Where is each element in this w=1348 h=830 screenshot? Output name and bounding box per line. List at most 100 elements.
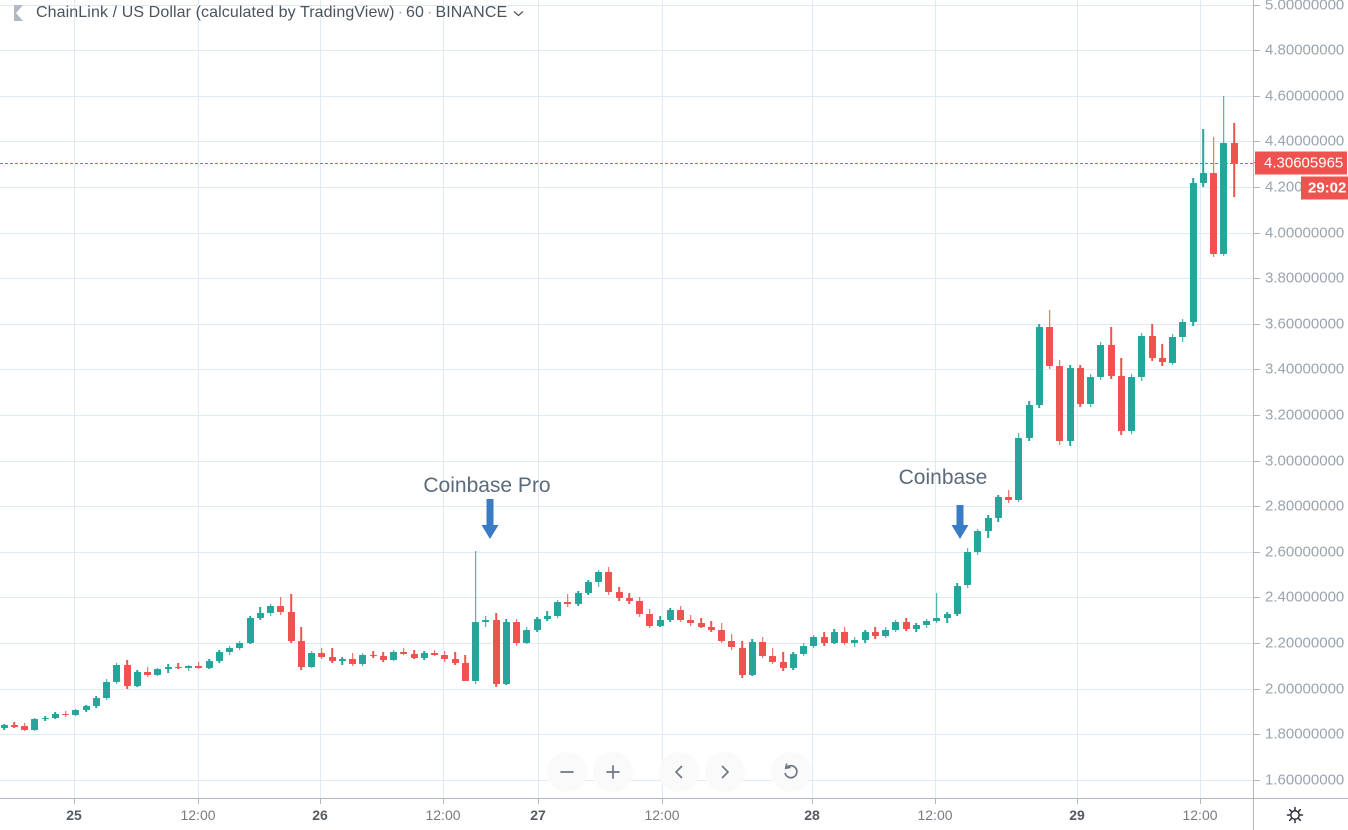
candlestick	[82, 704, 90, 712]
price-axis-label: 3.80000000	[1265, 269, 1345, 287]
price-axis-tick	[1254, 5, 1260, 6]
candlestick	[820, 632, 828, 646]
axis-corner-divider	[1253, 799, 1254, 830]
chart-plot-area[interactable]	[0, 0, 1253, 798]
time-axis[interactable]: 25 12:00 26 12:00 27 12:00 28 12:00 29 12:00	[0, 798, 1348, 830]
candle-body	[677, 609, 684, 620]
candlestick	[1148, 323, 1156, 361]
time-axis-label-date: 25	[66, 807, 82, 823]
candlestick	[994, 494, 1002, 523]
candle-body	[461, 662, 469, 681]
price-axis[interactable]: 5.00000000 4.80000000 4.60000000 4.40000000…	[1253, 0, 1348, 798]
candlestick	[103, 679, 110, 700]
candlestick	[574, 590, 582, 607]
candle-body	[543, 615, 551, 619]
price-axis-tick	[1254, 506, 1260, 507]
candlestick	[1097, 342, 1105, 381]
minus-icon	[560, 771, 574, 773]
reset-chart-button[interactable]	[771, 752, 811, 792]
price-axis-tick	[1254, 278, 1260, 279]
candle-body	[841, 631, 848, 643]
symbol-description: ChainLink / US Dollar (calculated by Tra…	[36, 4, 395, 21]
candlestick	[1199, 128, 1207, 187]
price-axis-tick	[1254, 324, 1260, 325]
candle-body	[851, 640, 859, 643]
chevron-down-icon[interactable]	[513, 10, 524, 17]
grid-line-vertical	[538, 0, 539, 798]
chart-legend[interactable]: ChainLink / US Dollar (calculated by Tra…	[0, 0, 524, 26]
grid-line-horizontal	[0, 96, 1253, 97]
price-axis-label: 2.20000000	[1265, 634, 1345, 652]
candle-body	[246, 617, 254, 643]
candle-body	[62, 713, 69, 716]
candle-body	[267, 606, 274, 614]
current-price-tag[interactable]: 4.30605965	[1255, 151, 1348, 175]
grid-line-horizontal	[0, 552, 1253, 553]
candle-body	[1046, 326, 1053, 367]
candle-body	[584, 581, 592, 593]
candlestick	[769, 647, 777, 665]
candle-body	[185, 666, 192, 669]
grid-line-horizontal	[0, 506, 1253, 507]
candle-wick	[935, 592, 938, 623]
tradingview-logo-icon	[14, 5, 23, 21]
candle-body	[994, 497, 1002, 519]
candle-wick	[1007, 489, 1010, 503]
grid-line-horizontal	[0, 369, 1253, 370]
price-axis-tick	[1254, 187, 1260, 188]
candlestick	[379, 652, 387, 662]
scroll-right-button[interactable]	[705, 752, 745, 792]
candle-body	[707, 626, 715, 631]
candlestick	[1015, 433, 1023, 502]
price-axis-tick	[1254, 552, 1260, 553]
candlestick	[297, 627, 305, 670]
grid-line-horizontal	[0, 643, 1253, 644]
price-axis-label: 2.40000000	[1265, 588, 1345, 606]
candlestick	[964, 548, 971, 589]
price-axis-label: 3.20000000	[1265, 406, 1345, 424]
price-axis-tick	[1254, 96, 1260, 97]
price-axis-label: 3.60000000	[1265, 315, 1345, 333]
candlestick	[215, 649, 223, 664]
candlestick	[226, 646, 233, 655]
candle-wick	[474, 551, 477, 684]
price-axis-tick	[1254, 141, 1260, 142]
candle-body	[472, 622, 479, 681]
candle-body	[410, 653, 418, 658]
zoom-in-button[interactable]	[593, 752, 633, 792]
candlestick	[1210, 136, 1217, 258]
candle-body	[728, 640, 736, 648]
candle-body	[1107, 345, 1115, 377]
candle-body	[513, 622, 520, 643]
candle-body	[328, 656, 336, 662]
time-axis-label-date: 26	[312, 807, 328, 823]
grid-line-horizontal	[0, 597, 1253, 598]
candle-body	[1220, 143, 1228, 255]
gear-icon[interactable]	[1285, 805, 1305, 825]
price-axis-tick	[1254, 415, 1260, 416]
candlestick	[390, 650, 397, 662]
candle-body	[1056, 366, 1064, 442]
candlestick	[595, 570, 602, 587]
candlestick	[687, 615, 695, 626]
candle-body	[912, 625, 920, 629]
candlestick	[1189, 177, 1197, 326]
candle-body	[431, 652, 438, 655]
candlestick	[1046, 310, 1053, 370]
time-axis-tick	[812, 799, 813, 804]
candlestick	[21, 723, 28, 732]
candle-body	[21, 725, 28, 730]
candle-body	[482, 620, 490, 623]
annotation-label: Coinbase Pro	[423, 474, 551, 497]
candlestick	[738, 640, 746, 678]
candlestick	[1107, 326, 1115, 380]
zoom-out-button[interactable]	[547, 752, 587, 792]
chart-navigation-toolbar[interactable]	[547, 752, 811, 792]
candlestick	[461, 654, 469, 681]
scroll-left-button[interactable]	[659, 752, 699, 792]
candle-body	[820, 637, 828, 643]
candlestick	[902, 617, 910, 632]
time-axis-tick	[538, 799, 539, 804]
candle-body	[830, 631, 838, 643]
